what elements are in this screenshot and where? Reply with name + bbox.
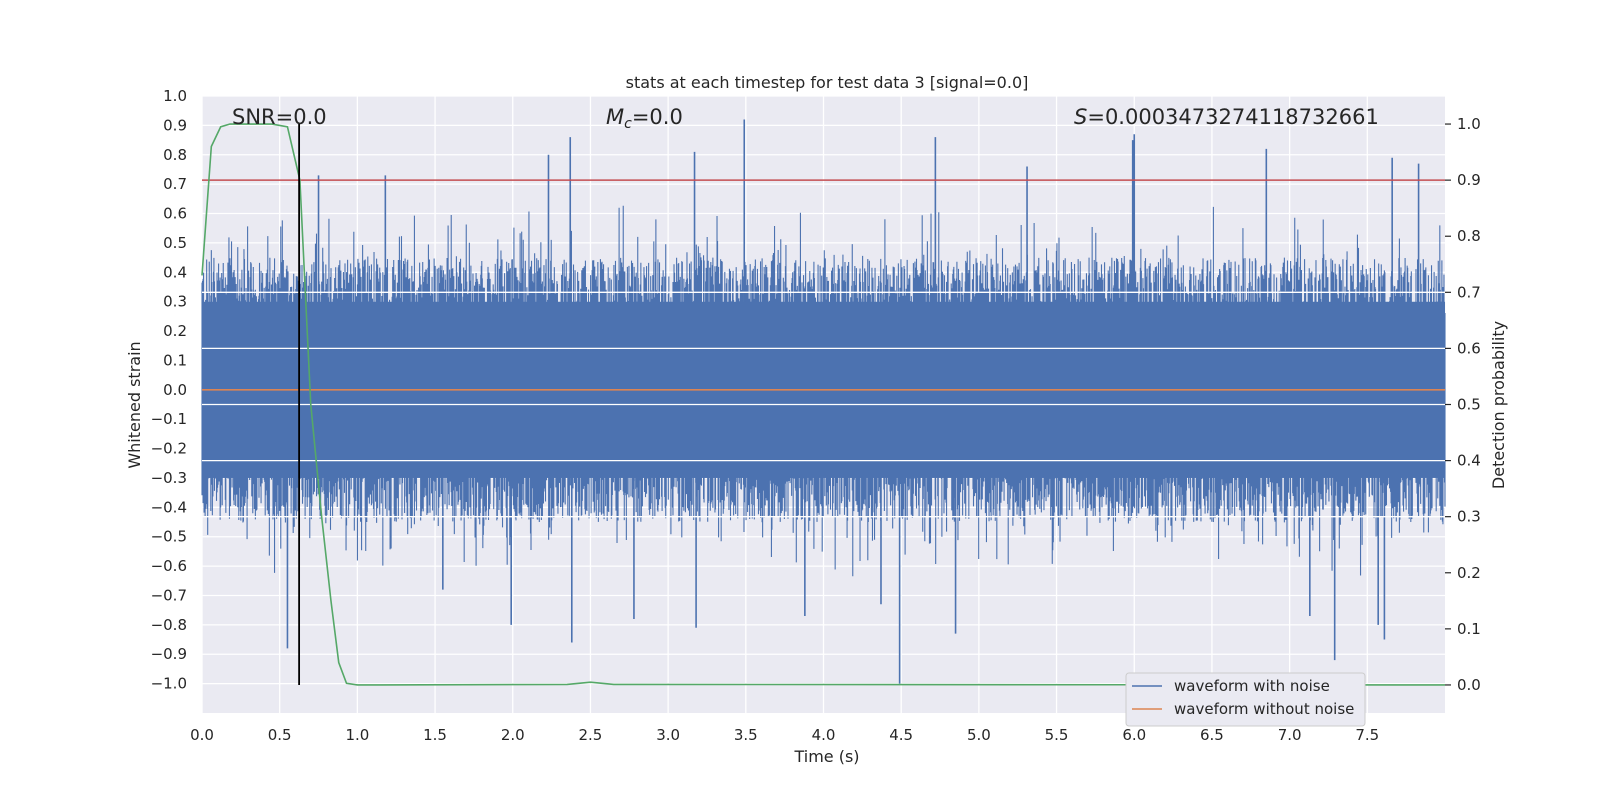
y-tick-label: 0.9	[163, 116, 187, 134]
right-y-axis-ticks: 1.0 0.9 0.8 0.7 0.6 0.5 0.4 0.3 0.2 0.1 0.0	[1445, 115, 1481, 694]
x-tick-label: 6.0	[1122, 726, 1146, 744]
y-tick-label: 0.8	[163, 146, 187, 164]
detection-probability-line	[201, 123, 1446, 686]
right-y-tick-label: 0.5	[1457, 396, 1481, 414]
chart-title: stats at each timestep for test data 3 […	[626, 73, 1029, 92]
x-tick-label: 4.0	[812, 726, 836, 744]
y-tick-label: −0.6	[151, 557, 187, 575]
y-axis-ticks: 1.0 0.9 0.8 0.7 0.6 0.5 0.4 0.3 0.2 0.1 0.0 −0.1 −0.…	[151, 87, 187, 693]
x-tick-label: 4.5	[889, 726, 913, 744]
x-axis-ticks: 0.0 0.5 1.0 1.5 2.0 2.5 3.0 3.5 4.0 4.5 5.0 5.5 6.0 6…	[190, 726, 1379, 744]
right-y-tick-label: 0.6	[1457, 339, 1481, 357]
x-tick-label: 2.0	[501, 726, 525, 744]
s-value: =0.0003473274118732661	[1087, 105, 1379, 129]
y-tick-label: −1.0	[151, 675, 187, 693]
y-tick-label: 0.4	[163, 263, 187, 281]
mc-subscript: c	[624, 116, 632, 132]
x-tick-label: 0.5	[268, 726, 292, 744]
y-tick-label: −0.2	[151, 440, 187, 458]
legend-label-waveform-with-noise: waveform with noise	[1174, 677, 1330, 695]
s-symbol: S	[1074, 105, 1087, 129]
x-tick-label: 5.0	[967, 726, 991, 744]
x-tick-label: 0.0	[190, 726, 214, 744]
right-y-tick-label: 0.7	[1457, 283, 1481, 301]
y-tick-label: 0.6	[163, 205, 187, 223]
y-tick-label: 0.7	[163, 175, 187, 193]
right-y-tick-label: 0.4	[1457, 452, 1481, 470]
y-tick-label: 0.1	[163, 351, 187, 369]
y-tick-label: −0.1	[151, 410, 187, 428]
x-tick-label: 6.5	[1200, 726, 1224, 744]
mc-symbol: M	[606, 105, 624, 129]
right-y-tick-label: 1.0	[1457, 115, 1481, 133]
series-detection-probability	[201, 123, 1446, 686]
y-tick-label: −0.5	[151, 528, 187, 546]
mc-value: =0.0	[632, 105, 683, 129]
x-tick-label: 1.0	[345, 726, 369, 744]
right-y-tick-label: 0.8	[1457, 227, 1481, 245]
right-y-tick-label: 0.0	[1457, 676, 1481, 694]
s-annotation: S=0.0003473274118732661	[1074, 105, 1379, 129]
right-y-axis-label: Detection probability	[1489, 321, 1508, 489]
y-tick-label: −0.3	[151, 469, 187, 487]
legend-label-waveform-without-noise: waveform without noise	[1174, 700, 1354, 718]
snr-annotation: SNR=0.0	[232, 105, 327, 129]
x-tick-label: 7.5	[1355, 726, 1379, 744]
x-tick-label: 3.0	[656, 726, 680, 744]
y-axis-label: Whitened strain	[125, 341, 144, 468]
y-tick-label: −0.4	[151, 498, 187, 516]
y-tick-label: −0.8	[151, 616, 187, 634]
x-tick-label: 2.5	[579, 726, 603, 744]
y-tick-label: 0.2	[163, 322, 187, 340]
y-tick-label: −0.7	[151, 586, 187, 604]
legend: waveform with noise waveform without noi…	[1125, 672, 1366, 727]
y-tick-label: 0.0	[163, 381, 187, 399]
x-axis-label: Time (s)	[793, 747, 859, 766]
mc-annotation: Mc=0.0	[606, 105, 683, 132]
right-axis-grid-lines	[202, 291, 1445, 518]
y-tick-label: 0.3	[163, 293, 187, 311]
right-y-tick-label: 0.2	[1457, 564, 1481, 582]
x-tick-label: 7.0	[1278, 726, 1302, 744]
right-y-tick-label: 0.9	[1457, 171, 1481, 189]
y-tick-label: −0.9	[151, 645, 187, 663]
right-y-tick-label: 0.1	[1457, 620, 1481, 638]
x-tick-label: 1.5	[423, 726, 447, 744]
legend-box	[1125, 672, 1366, 727]
right-y-tick-label: 0.3	[1457, 508, 1481, 526]
x-tick-label: 5.5	[1045, 726, 1069, 744]
y-tick-label: 1.0	[163, 87, 187, 105]
y-tick-label: 0.5	[163, 234, 187, 252]
x-tick-label: 3.5	[734, 726, 758, 744]
